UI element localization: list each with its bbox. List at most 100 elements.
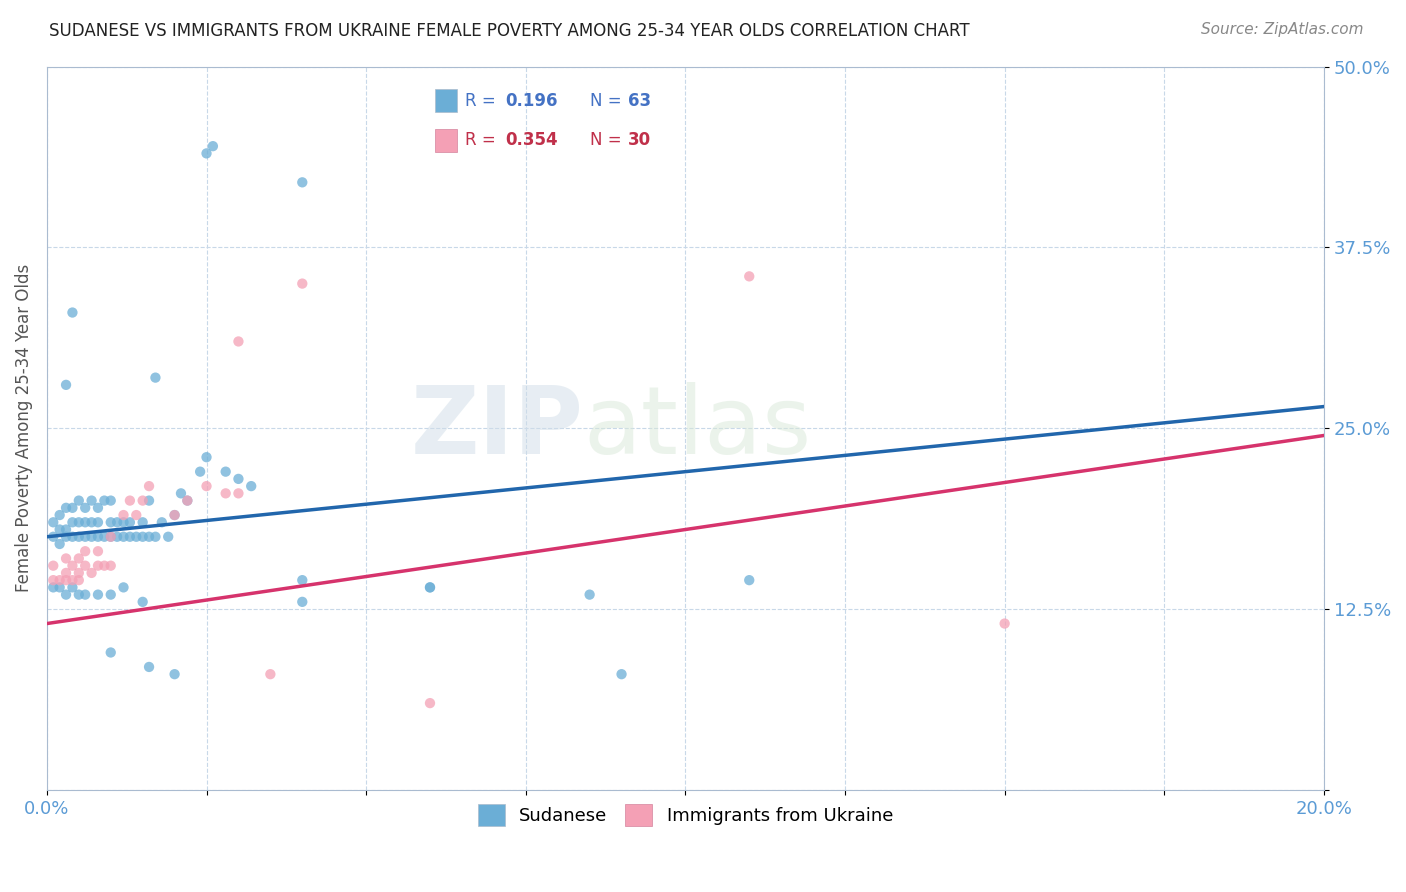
- Point: [163, 667, 186, 681]
- Point: [62, 516, 84, 530]
- Point: [259, 667, 281, 681]
- Point: [738, 269, 761, 284]
- Point: [112, 508, 135, 522]
- Point: [112, 581, 135, 595]
- Point: [55, 500, 77, 515]
- Point: [48, 581, 70, 595]
- Point: [228, 472, 250, 486]
- Point: [150, 516, 173, 530]
- Point: [67, 588, 90, 602]
- Point: [80, 516, 103, 530]
- Point: [578, 588, 600, 602]
- Point: [100, 493, 122, 508]
- Point: [75, 544, 97, 558]
- Point: [176, 493, 198, 508]
- Point: [75, 558, 97, 573]
- Point: [419, 581, 441, 595]
- Text: ZIP: ZIP: [411, 383, 583, 475]
- Point: [118, 493, 141, 508]
- Point: [55, 551, 77, 566]
- Point: [291, 573, 314, 587]
- Point: [87, 544, 110, 558]
- Point: [42, 573, 65, 587]
- Point: [75, 516, 97, 530]
- Point: [42, 581, 65, 595]
- Point: [55, 377, 77, 392]
- Point: [131, 530, 153, 544]
- Point: [55, 573, 77, 587]
- Text: Source: ZipAtlas.com: Source: ZipAtlas.com: [1201, 22, 1364, 37]
- Point: [157, 530, 180, 544]
- Point: [145, 530, 167, 544]
- Point: [67, 566, 90, 580]
- Point: [131, 516, 153, 530]
- Point: [131, 595, 153, 609]
- Point: [67, 493, 90, 508]
- Point: [195, 146, 218, 161]
- Point: [100, 645, 122, 659]
- Point: [75, 588, 97, 602]
- Point: [738, 573, 761, 587]
- Point: [228, 486, 250, 500]
- Point: [42, 516, 65, 530]
- Point: [87, 516, 110, 530]
- Point: [163, 508, 186, 522]
- Point: [67, 516, 90, 530]
- Point: [176, 493, 198, 508]
- Point: [42, 530, 65, 544]
- Point: [125, 508, 148, 522]
- Point: [55, 588, 77, 602]
- Point: [80, 493, 103, 508]
- Point: [188, 465, 211, 479]
- Point: [163, 508, 186, 522]
- Point: [67, 573, 90, 587]
- Point: [138, 530, 160, 544]
- Legend: Sudanese, Immigrants from Ukraine: Sudanese, Immigrants from Ukraine: [468, 795, 903, 835]
- Point: [67, 551, 90, 566]
- Point: [131, 493, 153, 508]
- Point: [62, 305, 84, 319]
- Point: [138, 660, 160, 674]
- Point: [62, 530, 84, 544]
- Point: [170, 486, 193, 500]
- Point: [80, 566, 103, 580]
- Point: [48, 523, 70, 537]
- Point: [100, 516, 122, 530]
- Point: [100, 588, 122, 602]
- Point: [228, 334, 250, 349]
- Point: [240, 479, 263, 493]
- Point: [112, 516, 135, 530]
- Point: [93, 558, 115, 573]
- Point: [105, 530, 128, 544]
- Point: [87, 588, 110, 602]
- Point: [100, 558, 122, 573]
- Point: [994, 616, 1017, 631]
- Point: [125, 530, 148, 544]
- Point: [610, 667, 633, 681]
- Point: [48, 573, 70, 587]
- Point: [215, 486, 238, 500]
- Point: [48, 508, 70, 522]
- Point: [291, 277, 314, 291]
- Point: [75, 500, 97, 515]
- Point: [138, 493, 160, 508]
- Point: [55, 566, 77, 580]
- Point: [75, 530, 97, 544]
- Point: [67, 530, 90, 544]
- Point: [62, 500, 84, 515]
- Point: [42, 558, 65, 573]
- Point: [55, 523, 77, 537]
- Point: [87, 530, 110, 544]
- Point: [100, 530, 122, 544]
- Point: [48, 537, 70, 551]
- Point: [62, 558, 84, 573]
- Point: [105, 516, 128, 530]
- Point: [195, 479, 218, 493]
- Point: [100, 530, 122, 544]
- Point: [291, 595, 314, 609]
- Point: [62, 581, 84, 595]
- Point: [112, 530, 135, 544]
- Text: SUDANESE VS IMMIGRANTS FROM UKRAINE FEMALE POVERTY AMONG 25-34 YEAR OLDS CORRELA: SUDANESE VS IMMIGRANTS FROM UKRAINE FEMA…: [49, 22, 970, 40]
- Point: [93, 493, 115, 508]
- Point: [93, 530, 115, 544]
